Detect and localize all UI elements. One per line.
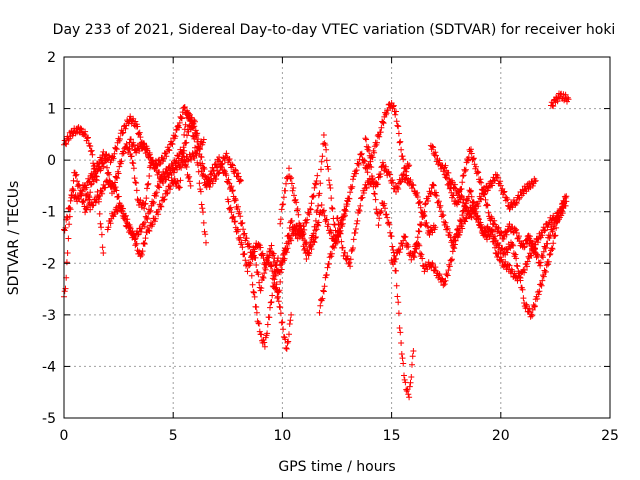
data-markers-sat14 [362,135,417,401]
axis-ticks: 0 5 10 15 20 25 -5 -4 -3 -2 -1 0 1 2 [42,50,619,444]
data-markers-sat20 [548,90,572,110]
series-sat16 [410,181,568,320]
x-tick-label: 5 [169,428,178,444]
y-tick-label: -3 [42,308,56,324]
x-tick-label: 25 [601,428,619,444]
y-tick-label: -4 [42,359,56,375]
y-tick-label: -5 [42,411,56,427]
y-axis-label: SDTVAR / TECUs [6,181,22,296]
data-markers-sat10 [270,259,295,352]
y-tick-label: 1 [47,102,56,118]
data-markers-sat16 [410,181,568,320]
data-markers-sat11 [277,132,340,262]
data-markers-sat19 [524,193,570,269]
x-axis-label: GPS time / hours [278,459,395,475]
x-tick-label: 20 [492,428,510,444]
series-sat14 [362,135,417,401]
x-tick-label: 10 [273,428,291,444]
series-sat11 [277,132,340,262]
plot-frame [63,56,611,419]
y-tick-label: 0 [47,153,56,169]
series-sat20 [548,90,572,110]
series-sat10 [270,259,295,352]
data-markers-sat18 [441,162,539,221]
x-tick-label: 15 [383,428,401,444]
series-sat18 [441,162,539,221]
y-tick-label: 2 [47,50,56,66]
chart-title: Day 233 of 2021, Sidereal Day-to-day VTE… [53,22,616,38]
series-sat19 [524,193,570,269]
y-tick-label: -2 [42,256,56,272]
x-tick-label: 0 [60,428,69,444]
y-tick-label: -1 [42,205,56,221]
